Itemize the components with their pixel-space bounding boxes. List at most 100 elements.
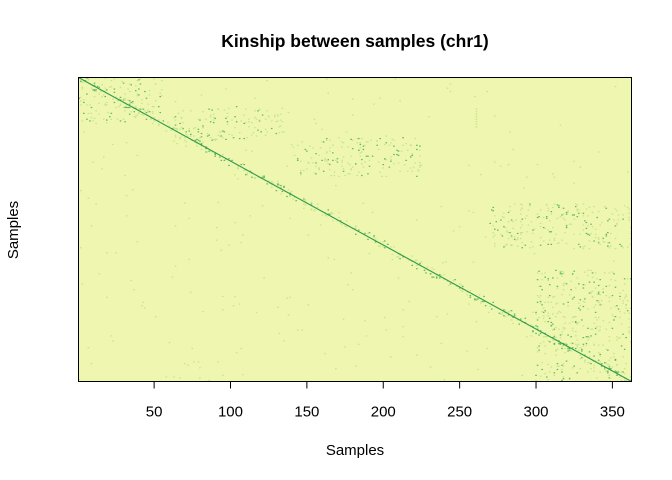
heatmap-cell (440, 274, 443, 277)
heatmap-cell (513, 313, 516, 315)
heatmap-cell (89, 120, 91, 122)
heatmap-cell (574, 335, 577, 337)
heatmap-cell (351, 114, 354, 116)
heatmap-cell (587, 233, 589, 235)
heatmap-cell (512, 221, 514, 223)
heatmap-cell (205, 151, 207, 153)
heatmap-cell (255, 135, 258, 137)
heatmap-cell (300, 172, 302, 174)
heatmap-cell (494, 242, 496, 245)
heatmap-cell (358, 149, 360, 151)
heatmap-cell (380, 175, 383, 177)
heatmap-cell (533, 253, 536, 255)
heatmap-cell (341, 146, 343, 148)
heatmap-cell (122, 106, 125, 109)
heatmap-cell (585, 342, 588, 345)
heatmap-cell (588, 351, 591, 353)
heatmap-cell (193, 135, 195, 137)
heatmap-cell (361, 137, 363, 140)
heatmap-cell (281, 107, 284, 109)
heatmap-cell (535, 313, 537, 315)
heatmap-cell (542, 240, 545, 242)
heatmap-cell (607, 349, 609, 351)
heatmap-cell (234, 174, 236, 176)
heatmap-cell (584, 359, 586, 361)
heatmap-cell (593, 344, 595, 346)
heatmap-cell (347, 162, 349, 164)
heatmap-cell (306, 150, 308, 152)
heatmap-cell (92, 89, 94, 91)
heatmap-cell (448, 284, 450, 287)
heatmap-cell (174, 119, 177, 121)
heatmap-cell (484, 236, 487, 238)
heatmap-cell (559, 336, 562, 339)
heatmap-cell (535, 374, 537, 376)
heatmap-cell (355, 233, 357, 235)
heatmap-cell (503, 226, 505, 228)
heatmap-cell (280, 125, 282, 127)
heatmap-cell (562, 289, 565, 291)
heatmap-cell (190, 133, 192, 135)
heatmap-cell (538, 270, 540, 272)
heatmap-cell (556, 368, 559, 371)
heatmap-cell (512, 316, 514, 319)
heatmap-cell (527, 224, 530, 226)
heatmap-cell (576, 208, 579, 210)
heatmap-cell (599, 371, 601, 373)
heatmap-cell (519, 237, 522, 240)
heatmap-cell (578, 349, 580, 351)
heatmap-cell (555, 233, 557, 235)
heatmap-cell (579, 166, 582, 168)
heatmap-cell (461, 286, 464, 288)
heatmap-cell (629, 243, 632, 245)
heatmap-cell (617, 219, 620, 221)
heatmap-cell (409, 167, 412, 169)
heatmap-cell (607, 370, 609, 372)
heatmap-cell (504, 310, 507, 312)
heatmap-cell (536, 326, 539, 328)
heatmap-cell (190, 110, 192, 112)
heatmap-cell (138, 112, 140, 114)
heatmap-cell (536, 279, 539, 281)
heatmap-cell (257, 176, 259, 178)
heatmap-cell (110, 80, 113, 82)
heatmap-cell (565, 213, 568, 215)
heatmap-cell (223, 131, 226, 133)
heatmap-cell (570, 223, 572, 225)
heatmap-cell (249, 170, 252, 172)
x-tick-label: 150 (294, 404, 319, 421)
heatmap-cell (571, 327, 574, 329)
heatmap-cell (552, 339, 554, 341)
heatmap-cell (545, 216, 548, 218)
heatmap-cell (509, 205, 511, 208)
heatmap-cell (199, 137, 201, 139)
heatmap-cell (542, 317, 545, 319)
heatmap-cell (290, 143, 293, 146)
heatmap-cell (562, 207, 565, 209)
heatmap-cell (547, 321, 550, 323)
heatmap-cell (226, 116, 229, 118)
heatmap-cell (382, 167, 385, 169)
heatmap-cell (147, 114, 149, 116)
heatmap-cell (425, 272, 427, 274)
heatmap-cell (362, 166, 365, 168)
heatmap-cell (423, 269, 426, 272)
heatmap-cell (555, 326, 557, 329)
heatmap-cell (254, 127, 256, 129)
heatmap-cell (608, 340, 611, 342)
heatmap-cell (484, 305, 487, 307)
heatmap-cell (365, 141, 368, 143)
heatmap-cell (494, 228, 496, 230)
heatmap-cell (616, 339, 618, 341)
heatmap-cell (443, 279, 446, 281)
heatmap-cell (591, 296, 594, 298)
heatmap-cell (330, 174, 333, 177)
heatmap-cell (594, 333, 597, 335)
heatmap-cell (475, 321, 478, 323)
heatmap-cell (315, 162, 317, 164)
heatmap-cell (104, 95, 106, 98)
heatmap-cell (562, 363, 565, 365)
heatmap-cell (267, 115, 270, 117)
heatmap-cell (131, 106, 134, 108)
heatmap-cell (500, 165, 502, 167)
